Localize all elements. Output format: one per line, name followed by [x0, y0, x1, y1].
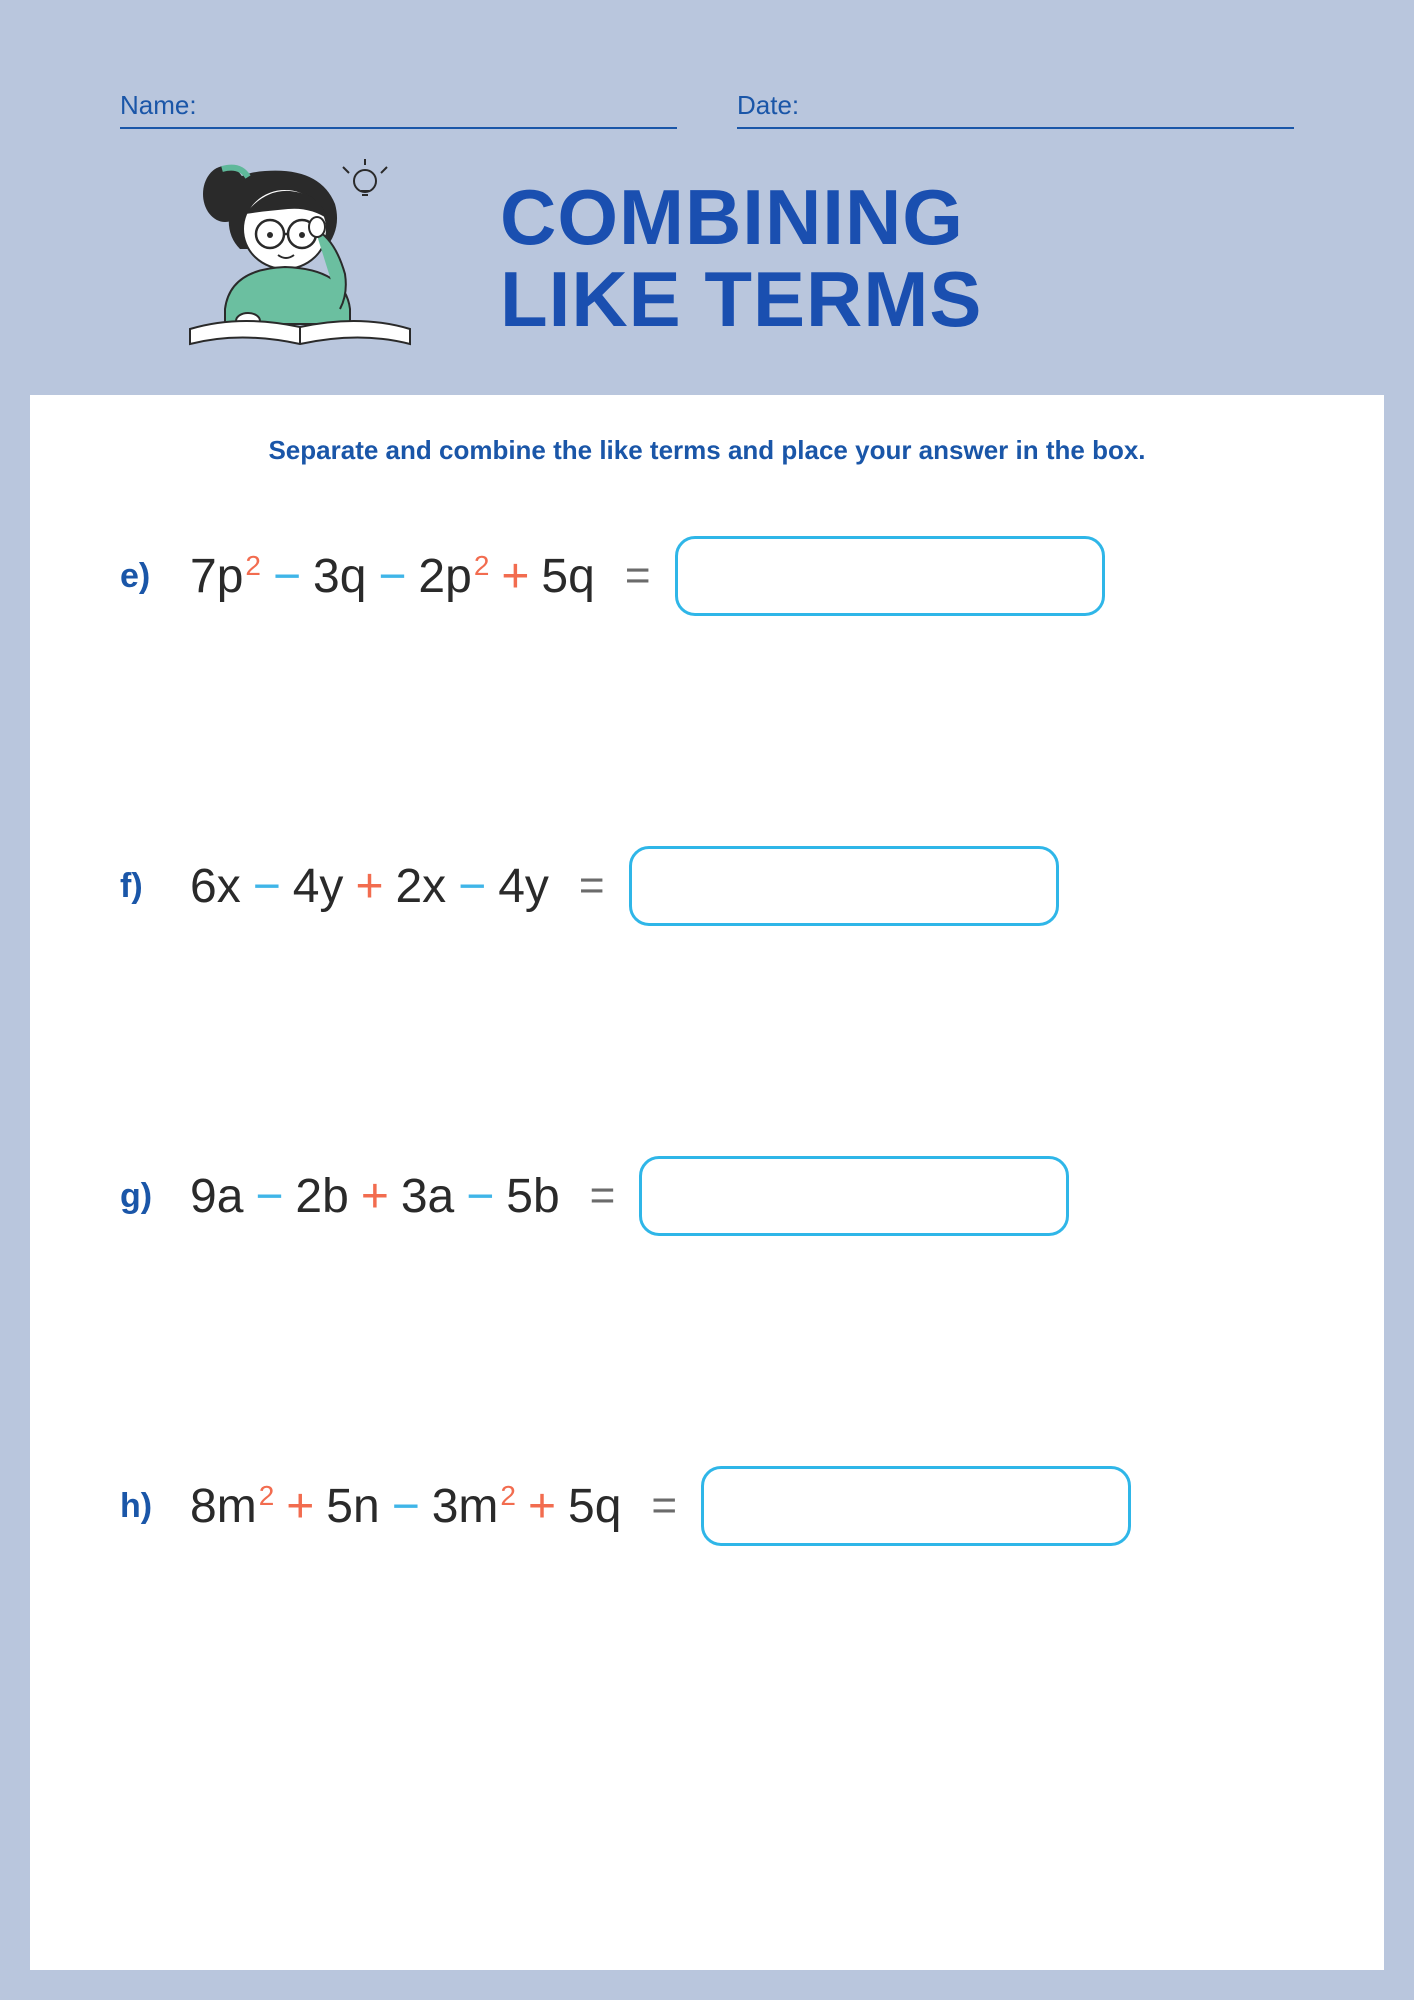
minus-operator: −: [273, 549, 301, 604]
exponent: 2: [245, 550, 261, 581]
expression-term: 5q: [541, 549, 594, 604]
answer-input[interactable]: [629, 846, 1059, 926]
answer-input[interactable]: [675, 536, 1105, 616]
problem-row: g)9a−2b+3a−5b=: [90, 1156, 1324, 1236]
plus-operator: +: [355, 859, 383, 914]
title-line-1: COMBINING: [500, 173, 964, 261]
answer-input[interactable]: [639, 1156, 1069, 1236]
equals-sign: =: [579, 861, 605, 911]
expression-term: 3m2: [432, 1479, 516, 1534]
student-illustration: [170, 159, 430, 359]
problem-expression: 8m2+5n−3m2+5q: [190, 1479, 621, 1534]
expression-term: 2p2: [418, 549, 489, 604]
expression-term: 5n: [326, 1479, 379, 1534]
equals-sign: =: [651, 1481, 677, 1531]
plus-operator: +: [528, 1479, 556, 1534]
title-row: COMBINING LIKE TERMS: [0, 129, 1414, 399]
equals-sign: =: [590, 1171, 616, 1221]
problem-label: e): [120, 557, 170, 596]
minus-operator: −: [253, 859, 281, 914]
problem-expression: 6x−4y+2x−4y: [190, 859, 549, 914]
instructions-text: Separate and combine the like terms and …: [90, 435, 1324, 466]
expression-term: 5b: [506, 1169, 559, 1224]
expression-term: 4y: [498, 859, 549, 914]
exponent: 2: [474, 550, 490, 581]
name-field[interactable]: Name:: [120, 90, 677, 129]
expression-term: 2b: [295, 1169, 348, 1224]
expression-term: 8m2: [190, 1479, 274, 1534]
expression-term: 6x: [190, 859, 241, 914]
problem-label: g): [120, 1177, 170, 1216]
expression-term: 5q: [568, 1479, 621, 1534]
expression-term: 4y: [293, 859, 344, 914]
minus-operator: −: [458, 859, 486, 914]
equals-sign: =: [625, 551, 651, 601]
expression-term: 3q: [313, 549, 366, 604]
minus-operator: −: [255, 1169, 283, 1224]
minus-operator: −: [466, 1169, 494, 1224]
title-line-2: LIKE TERMS: [500, 255, 982, 343]
expression-term: 3a: [401, 1169, 454, 1224]
problem-row: e)7p2−3q−2p2+5q=: [90, 536, 1324, 616]
problem-label: f): [120, 867, 170, 906]
plus-operator: +: [286, 1479, 314, 1534]
problem-row: h)8m2+5n−3m2+5q=: [90, 1466, 1324, 1546]
expression-term: 7p2: [190, 549, 261, 604]
problems-panel: Separate and combine the like terms and …: [30, 395, 1384, 1970]
exponent: 2: [500, 1480, 516, 1511]
worksheet-title: COMBINING LIKE TERMS: [500, 177, 982, 341]
problem-expression: 7p2−3q−2p2+5q: [190, 549, 595, 604]
minus-operator: −: [378, 549, 406, 604]
header-fields: Name: Date:: [0, 0, 1414, 129]
answer-input[interactable]: [701, 1466, 1131, 1546]
problem-expression: 9a−2b+3a−5b: [190, 1169, 560, 1224]
exponent: 2: [259, 1480, 275, 1511]
plus-operator: +: [501, 549, 529, 604]
plus-operator: +: [361, 1169, 389, 1224]
minus-operator: −: [392, 1479, 420, 1534]
date-field[interactable]: Date:: [737, 90, 1294, 129]
expression-term: 9a: [190, 1169, 243, 1224]
problem-row: f)6x−4y+2x−4y=: [90, 846, 1324, 926]
problem-label: h): [120, 1487, 170, 1526]
expression-term: 2x: [395, 859, 446, 914]
problems-list: e)7p2−3q−2p2+5q=f)6x−4y+2x−4y=g)9a−2b+3a…: [90, 536, 1324, 1546]
